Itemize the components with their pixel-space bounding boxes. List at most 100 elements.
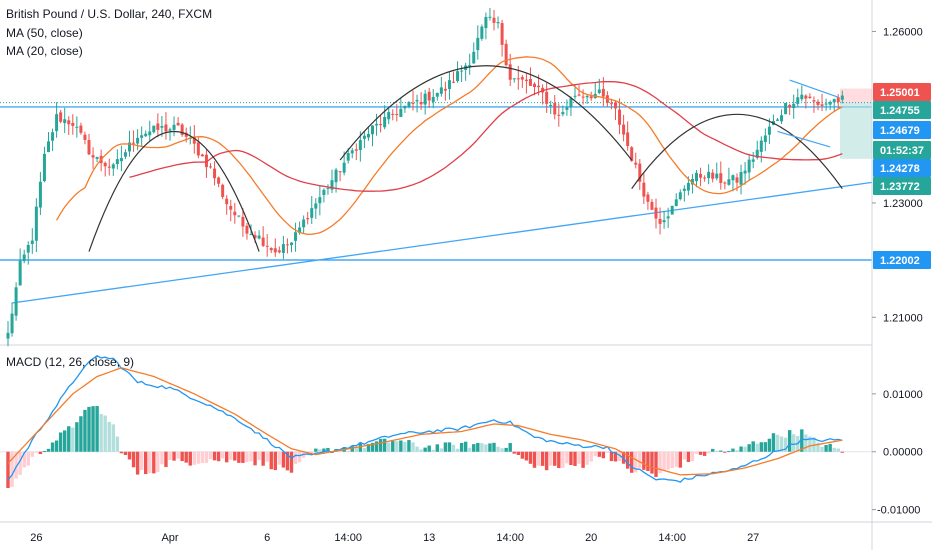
macd-histogram-bar xyxy=(767,438,772,452)
macd-line xyxy=(7,355,843,483)
arc-pattern-2 xyxy=(339,65,633,161)
macd-histogram-bar xyxy=(156,451,160,473)
price-tag-label: 1.23772 xyxy=(880,181,920,193)
macd-histogram-bar xyxy=(387,442,391,452)
candle-body xyxy=(59,112,63,122)
candle-body xyxy=(302,219,306,228)
candle-body xyxy=(638,163,642,182)
macd-histogram-bar xyxy=(771,433,776,452)
macd-histogram-bar xyxy=(399,440,403,452)
macd-histogram-bar xyxy=(666,451,670,470)
macd-histogram-bar xyxy=(135,451,140,475)
macd-histogram-bar xyxy=(508,443,512,452)
macd-histogram-bar xyxy=(698,451,703,455)
macd-histogram-bar xyxy=(816,442,820,452)
candle-body xyxy=(780,115,784,122)
candle-body xyxy=(128,142,131,152)
macd-histogram-bar xyxy=(540,451,545,466)
macd-histogram-bar xyxy=(30,451,34,457)
candle-body xyxy=(484,16,488,29)
macd-histogram-bar xyxy=(605,451,610,453)
price-tag xyxy=(873,83,931,101)
macd-histogram-bar xyxy=(54,440,59,452)
macd-histogram-bar xyxy=(58,432,63,452)
candle-body xyxy=(310,208,314,218)
candle-body xyxy=(747,159,751,173)
macd-histogram-bar xyxy=(123,451,128,455)
price-tag xyxy=(873,159,931,177)
candle-body xyxy=(168,129,172,131)
macd-histogram-bar xyxy=(269,451,273,470)
macd-histogram-bar xyxy=(634,451,638,473)
time-tick-label: 14:00 xyxy=(496,532,524,544)
macd-histogram-bar xyxy=(115,436,120,452)
price-tag-label: 1.22002 xyxy=(880,255,920,267)
macd-histogram-bar xyxy=(168,451,172,460)
macd-histogram-bar xyxy=(382,438,387,452)
candle-body xyxy=(229,205,233,210)
candle-body xyxy=(217,177,221,184)
macd-histogram-bar xyxy=(439,448,444,452)
macd-histogram-bar xyxy=(792,434,796,452)
candle-body xyxy=(695,172,698,182)
candle-body xyxy=(508,64,512,80)
macd-histogram-bar xyxy=(63,430,67,452)
macd-histogram-bar xyxy=(346,450,350,452)
macd-histogram-bar xyxy=(220,451,225,459)
macd-histogram-bar xyxy=(654,451,658,477)
price-axis: 1.26000 1.23000 1.21000 0.01000 0.00000 -0.01… xyxy=(871,0,932,550)
macd-histogram-bar xyxy=(459,442,464,452)
candle-body xyxy=(67,120,71,125)
macd-histogram-bar xyxy=(26,451,30,466)
candle-body xyxy=(172,124,176,130)
candle-body xyxy=(298,227,302,233)
candle-body xyxy=(719,173,723,183)
candle-body xyxy=(103,162,107,167)
candle-body xyxy=(55,114,59,132)
macd-histogram-bar xyxy=(378,438,383,452)
macd-histogram-bar xyxy=(759,442,763,452)
macd-tick-label: -0.01000 xyxy=(877,505,920,517)
candle-body xyxy=(257,235,261,239)
support-trendline xyxy=(11,181,873,304)
macd-histogram-bar xyxy=(212,451,217,461)
candle-body xyxy=(727,179,731,185)
candle-body xyxy=(682,188,686,191)
candle-body xyxy=(403,105,407,109)
candle-body xyxy=(140,135,144,138)
candle-body xyxy=(160,126,164,128)
macd-histogram-bar xyxy=(419,449,423,452)
chart-title: British Pound / U.S. Dollar, 240, FXCM xyxy=(6,7,213,21)
loss-zone xyxy=(840,88,872,103)
macd-histogram-bar xyxy=(366,444,371,452)
candle-body xyxy=(699,173,703,178)
macd-histogram-bar xyxy=(800,429,804,452)
macd-histogram-bar xyxy=(431,449,435,452)
candle-body xyxy=(387,112,391,120)
candle-body xyxy=(350,150,354,154)
candle-body xyxy=(456,71,460,82)
candle-body xyxy=(95,157,99,159)
candle-body xyxy=(614,102,617,109)
macd-histogram-bar xyxy=(67,426,71,452)
macd-histogram-bar xyxy=(463,441,468,452)
candle-body xyxy=(123,152,127,157)
candle-body xyxy=(476,37,480,51)
macd-histogram-bar xyxy=(585,451,589,465)
candle-body xyxy=(338,171,342,173)
candle-body xyxy=(176,122,180,126)
macd-histogram-bar xyxy=(650,451,654,474)
macd-histogram-bar xyxy=(735,450,739,452)
macd-histogram-bar xyxy=(820,446,824,452)
candle-body xyxy=(30,240,34,244)
macd-histogram-bar xyxy=(204,451,209,463)
candle-body xyxy=(204,154,208,168)
macd-histogram-bar xyxy=(293,451,298,464)
candle-body xyxy=(565,107,569,110)
macd-histogram-bar xyxy=(188,451,192,466)
candle-body xyxy=(630,147,634,161)
candle-body xyxy=(480,26,484,39)
time-tick-label: 14:00 xyxy=(334,532,362,544)
macd-histogram-bar xyxy=(273,451,277,471)
candle-body xyxy=(650,201,654,210)
